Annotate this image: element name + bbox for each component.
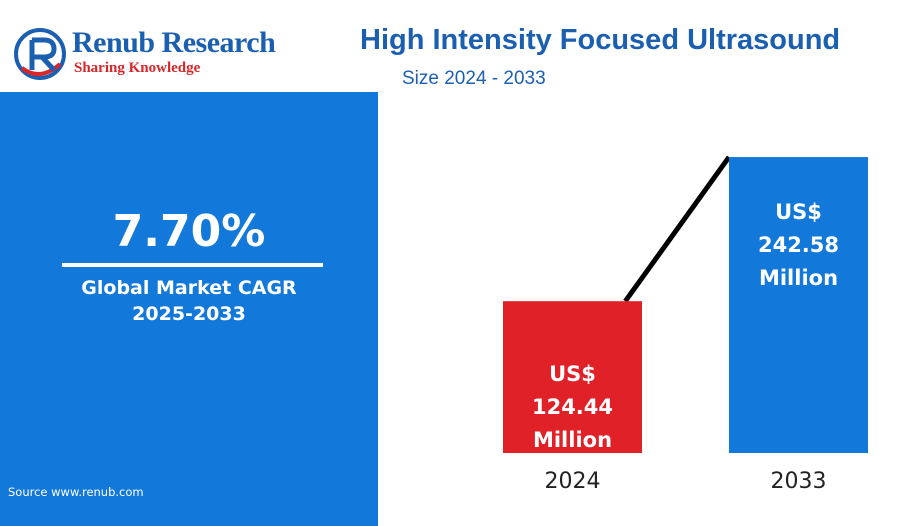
x-tick-label: 2024 xyxy=(545,469,601,494)
chart-subtitle: Size 2024 - 2033 xyxy=(402,68,546,89)
brand-name: Renub Research xyxy=(72,26,276,59)
cagr-label-line2: 2025-2033 xyxy=(132,303,246,325)
renub-logo-icon xyxy=(14,28,66,80)
bar-value-label: US$ xyxy=(775,200,822,224)
bar-value-label: Million xyxy=(533,428,612,452)
cagr-divider xyxy=(62,263,323,267)
brand-tagline: Sharing Knowledge xyxy=(74,60,201,76)
bar-value-label: 242.58 xyxy=(758,233,839,257)
bar-value-label: 124.44 xyxy=(532,395,613,419)
bar-value-label: Million xyxy=(759,266,838,290)
bar-2024 xyxy=(503,301,642,453)
cagr-label: Global Market CAGR 2025-2033 xyxy=(0,275,378,327)
x-tick-label: 2033 xyxy=(771,469,827,494)
trend-line xyxy=(623,155,732,303)
bar-2033 xyxy=(729,157,868,453)
cagr-value: 7.70% xyxy=(112,206,266,257)
chart-title: High Intensity Focused Ultrasound xyxy=(360,24,841,56)
bar-value-label: US$ xyxy=(549,362,596,386)
brand-logo: Renub Research Sharing Knowledge xyxy=(10,24,300,86)
source-note: Source www.renub.com xyxy=(8,485,144,499)
cagr-label-line1: Global Market CAGR xyxy=(81,277,297,299)
cagr-panel: 7.70% Global Market CAGR 2025-2033 Sourc… xyxy=(0,92,378,526)
